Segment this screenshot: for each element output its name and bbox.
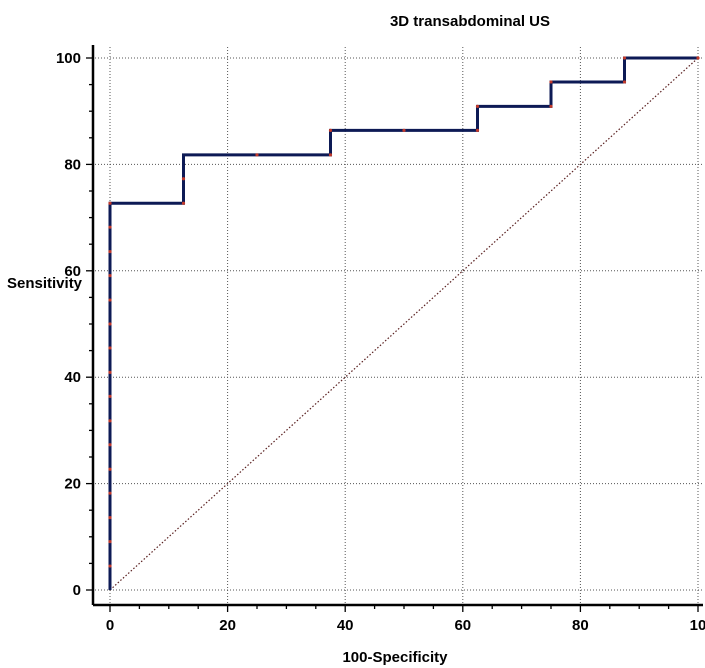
curve-point	[108, 539, 112, 544]
y-axis-title: Sensitivity	[7, 275, 83, 292]
reference-line	[109, 57, 699, 591]
curve-point	[328, 153, 333, 157]
x-tick-label: 60	[454, 617, 471, 634]
y-tick-label: 20	[64, 476, 81, 493]
x-tick-label: 0	[106, 617, 114, 634]
curve-point	[255, 153, 259, 157]
curve-point	[108, 273, 112, 278]
curve-markers	[108, 56, 700, 568]
curve-point	[108, 225, 112, 229]
y-tick-label: 0	[73, 582, 81, 599]
curve-point	[108, 370, 112, 375]
curve-point	[108, 298, 112, 302]
curve-point	[108, 491, 112, 495]
grid	[95, 47, 703, 603]
curve-point	[181, 177, 186, 181]
curve-point	[108, 516, 112, 520]
curve-point	[475, 128, 480, 132]
curve-point	[622, 80, 627, 84]
chart-title: 3D transabdominal US	[390, 13, 550, 30]
x-tick-label: 80	[572, 617, 589, 634]
y-tick-label: 80	[64, 156, 81, 173]
curve-point	[108, 394, 112, 398]
curve-point	[108, 419, 112, 423]
curve-point	[108, 564, 112, 568]
x-axis-title: 100-Specificity	[342, 649, 448, 666]
y-axis-ticks: 0 20 40 60 80 100	[56, 50, 93, 599]
x-axis-ticks: 0 20 40 60 80 10	[106, 605, 705, 634]
curve-point	[108, 322, 112, 326]
curve-point	[696, 56, 700, 60]
curve-point	[549, 104, 553, 109]
y-tick-label: 60	[64, 263, 81, 280]
curve-point	[328, 128, 333, 132]
x-tick-label: 40	[337, 617, 354, 634]
y-tick-label: 40	[64, 369, 81, 386]
curve-point	[181, 201, 186, 205]
diagonal-line	[109, 57, 699, 591]
y-tick-label: 100	[56, 50, 81, 67]
curve-point	[108, 250, 112, 254]
curve-point	[622, 56, 627, 60]
curve-point	[108, 346, 112, 350]
curve-point	[108, 443, 112, 447]
curve-point	[549, 80, 553, 84]
curve-point	[108, 467, 112, 471]
x-tick-label: 20	[219, 617, 236, 634]
curve-point	[402, 128, 406, 132]
curve-point	[108, 201, 112, 205]
x-tick-label: 10	[690, 617, 705, 634]
curve-point	[475, 104, 480, 109]
